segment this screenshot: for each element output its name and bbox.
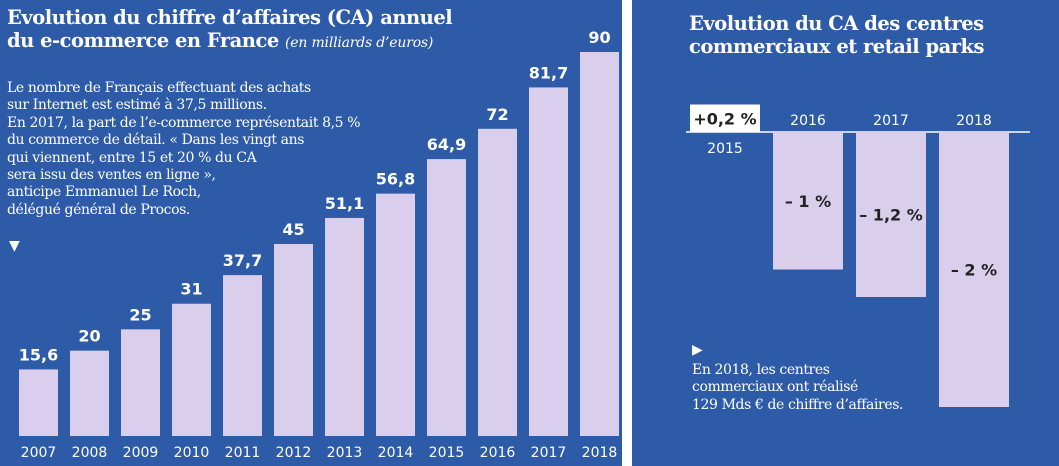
bar-2008 [70,350,109,436]
tick-label-2015: 2015 [429,445,465,461]
data-label-2008: 20 [78,327,100,346]
tick-label-2018: 2018 [582,445,618,461]
data-label-2018: 90 [588,28,610,47]
triangle-down-icon: ▼ [9,238,20,254]
bar-2017 [529,87,568,436]
bar-2011 [223,275,262,436]
tick-label-2010: 2010 [174,445,210,461]
ecommerce-chart-title: Evolution du chiffre d’affaires (CA) ann… [7,6,453,55]
triangle-right-icon: ▶ [692,342,703,358]
tick-label-2013: 2013 [327,445,363,461]
bar-2012 [274,244,313,436]
data-label-2010: 31 [180,280,202,299]
data-label-2013: 51,1 [325,194,364,213]
data-label-2009: 25 [129,305,151,324]
bar-2018 [580,52,619,436]
retail-chart-panel: +0,2 % 2015 2016– 1 % 2017– 1,2 % 2018– 2 % … [632,0,1059,466]
bar-2009 [121,329,160,436]
tick-label-2011: 2011 [225,445,261,461]
tick-label-2014: 2014 [378,445,414,461]
bar-2014 [376,193,415,436]
data-label-2017: 81,7 [529,63,568,82]
data-label-2018: – 2 % [951,261,997,280]
data-label-2014: 56,8 [376,170,415,189]
annotation-line: sera issu des ventes en ligne », [7,167,216,184]
annotation-line: délégué général de Procos. [7,201,190,218]
tick-label-2008: 2008 [72,445,108,461]
retail-title-line2: commerciaux et retail parks [689,35,985,58]
bar-2010 [172,303,211,436]
tick-label-2016: 2016 [480,445,516,461]
annotation-line: sur Internet est estimé à 37,5 millions. [7,97,267,114]
bar-2007 [19,369,58,436]
tick-label-2017: 2017 [873,113,909,129]
data-label-2007: 15,6 [19,345,58,364]
annotation-line: commerciaux ont réalisé [692,379,858,396]
annotation-line: En 2017, la part de l’e-commerce représe… [7,114,361,131]
tick-label-2015: 2015 [707,141,743,157]
retail-title-line1: Evolution du CA des centres [689,12,984,35]
tick-label-2017: 2017 [531,445,567,461]
ecommerce-bar-chart: 15,6 2007 20 2008 25 2009 31 2010 37,7 2011 45 2012… [19,28,619,461]
ecommerce-title-line1: Evolution du chiffre d’affaires (CA) ann… [7,6,453,29]
bar-2016 [773,132,843,270]
data-label-2017: – 1,2 % [859,206,923,225]
tick-label-2009: 2009 [123,445,159,461]
bar-2013 [325,217,364,436]
retail-chart-title: Evolution du CA des centres commerciaux … [689,12,985,58]
annotation-line: qui viennent, entre 15 et 20 % du CA [7,149,257,166]
bar-2015 [427,159,466,437]
tick-label-2012: 2012 [276,445,312,461]
bar-2017 [856,132,926,297]
retail-annotation: En 2018, les centres commerciaux ont réa… [692,362,903,414]
ecommerce-title-line2: du e-commerce en France [7,29,279,52]
annotation-line: anticipe Emmanuel Le Roch, [7,184,201,201]
tick-label-2018: 2018 [956,113,992,129]
data-label-2016: 72 [486,105,508,124]
annotation-line: En 2018, les centres [692,362,830,378]
bar-2015 [690,104,760,132]
data-label-2015: 64,9 [427,135,466,154]
ecommerce-chart-subtitle: (en milliards d’euros) [285,35,434,51]
annotation-line: du commerce de détail. « Dans les vingt … [7,132,305,149]
data-label-2012: 45 [282,220,304,239]
data-label-2016: – 1 % [785,192,831,211]
ecommerce-annotation: Le nombre de Français effectuant des ach… [7,80,361,219]
tick-label-2007: 2007 [21,445,57,461]
bar-2018 [939,132,1009,407]
ecommerce-chart-panel: 15,6 2007 20 2008 25 2009 31 2010 37,7 2011 45 2012… [0,0,622,466]
annotation-line: Le nombre de Français effectuant des ach… [7,80,311,96]
tick-label-2016: 2016 [790,113,826,129]
data-label-2011: 37,7 [223,251,262,270]
retail-bar-chart: +0,2 % 2015 2016 – 1 % 2017 – 1,2 % 2018 – 2 % [686,104,1030,407]
bar-2016 [478,128,517,437]
data-label-2015: +0,2 % [693,109,756,128]
annotation-line: 129 Mds € de chiffre d’affaires. [692,396,904,413]
